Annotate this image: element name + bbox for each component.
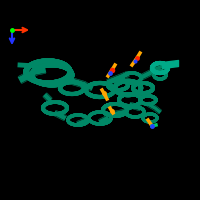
Polygon shape xyxy=(77,118,89,126)
Polygon shape xyxy=(151,66,159,74)
Polygon shape xyxy=(157,63,166,70)
Polygon shape xyxy=(18,69,37,83)
Polygon shape xyxy=(107,76,119,84)
Polygon shape xyxy=(154,106,161,114)
Polygon shape xyxy=(84,83,93,90)
Polygon shape xyxy=(99,116,109,124)
Polygon shape xyxy=(54,111,66,120)
Polygon shape xyxy=(43,93,52,102)
Polygon shape xyxy=(115,110,125,116)
Polygon shape xyxy=(34,67,46,75)
Polygon shape xyxy=(67,77,86,88)
Polygon shape xyxy=(117,72,129,80)
Polygon shape xyxy=(139,70,153,80)
Polygon shape xyxy=(147,102,156,110)
Polygon shape xyxy=(129,103,141,110)
